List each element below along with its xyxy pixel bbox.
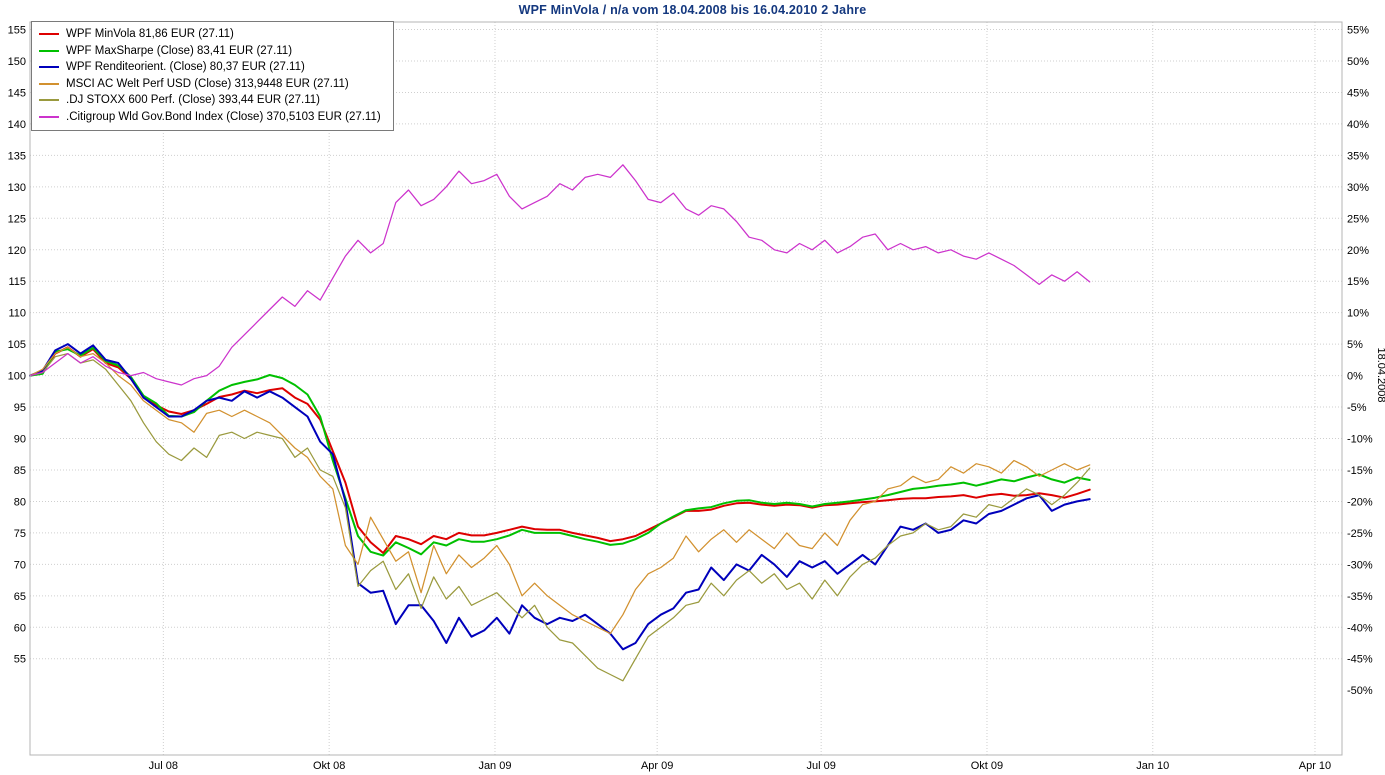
legend-label: .DJ STOXX 600 Perf. (Close) 393,44 EUR (…: [66, 94, 320, 107]
svg-text:75: 75: [14, 528, 26, 540]
legend-line-sample: [39, 115, 59, 118]
legend-label: MSCI AC Welt Perf USD (Close) 313,9448 E…: [66, 77, 349, 90]
svg-text:95: 95: [14, 402, 26, 414]
svg-text:30%: 30%: [1347, 182, 1369, 194]
svg-text:110: 110: [8, 308, 26, 320]
svg-text:Jul 09: Jul 09: [806, 760, 835, 772]
svg-text:40%: 40%: [1347, 119, 1369, 131]
right-axis-reference-date: 18.04.2008: [1375, 347, 1385, 402]
legend-line-sample: [39, 33, 59, 36]
svg-text:65: 65: [14, 591, 26, 603]
svg-text:25%: 25%: [1347, 213, 1369, 225]
legend-line-sample: [39, 82, 59, 85]
legend-line-sample: [39, 49, 59, 52]
legend-item: MSCI AC Welt Perf USD (Close) 313,9448 E…: [39, 76, 381, 93]
svg-text:Apr 09: Apr 09: [641, 760, 673, 772]
legend-label: WPF MaxSharpe (Close) 83,41 EUR (27.11): [66, 44, 293, 57]
svg-text:-15%: -15%: [1347, 465, 1373, 477]
legend-line-sample: [39, 99, 59, 102]
svg-text:-10%: -10%: [1347, 434, 1373, 446]
svg-text:5%: 5%: [1347, 339, 1363, 351]
svg-text:Okt 09: Okt 09: [971, 760, 1003, 772]
svg-text:-25%: -25%: [1347, 528, 1373, 540]
svg-text:90: 90: [14, 434, 26, 446]
svg-text:145: 145: [8, 87, 26, 99]
y-axis-right-labels: -50% -45% -40% -35% -30% -25% -20% -15% -10% -5% 0…: [1347, 25, 1373, 698]
series-line-WPF-Renditeorient: [29, 343, 1091, 651]
svg-text:115: 115: [8, 276, 26, 288]
svg-text:60: 60: [14, 622, 26, 634]
svg-text:100: 100: [8, 371, 26, 383]
legend-label: WPF MinVola 81,86 EUR (27.11): [66, 28, 234, 41]
svg-text:45%: 45%: [1347, 87, 1369, 99]
svg-text:-30%: -30%: [1347, 559, 1373, 571]
svg-text:140: 140: [8, 119, 26, 131]
legend-item: WPF Renditeorient. (Close) 80,37 EUR (27…: [39, 59, 381, 76]
svg-text:-40%: -40%: [1347, 622, 1373, 634]
series-line-WPF-MaxSharpe: [29, 346, 1091, 557]
svg-text:150: 150: [8, 56, 26, 68]
plot-border: [29, 21, 1343, 756]
series-line-WPF-MinVola: [29, 346, 1091, 554]
svg-text:125: 125: [8, 213, 26, 225]
legend-item: .Citigroup Wld Gov.Bond Index (Close) 37…: [39, 109, 381, 126]
svg-text:-35%: -35%: [1347, 591, 1373, 603]
legend-item: WPF MaxSharpe (Close) 83,41 EUR (27.11): [39, 43, 381, 60]
svg-text:Jul 08: Jul 08: [149, 760, 178, 772]
svg-text:70: 70: [14, 559, 26, 571]
svg-text:-45%: -45%: [1347, 654, 1373, 666]
svg-text:Jan 09: Jan 09: [478, 760, 511, 772]
svg-text:155: 155: [8, 25, 26, 37]
series-line-Citigroup-Wld-Gov-Bond: [29, 164, 1091, 386]
legend-line-sample: [39, 66, 59, 69]
gridlines: [30, 22, 1342, 755]
series-lines: [29, 164, 1091, 682]
svg-text:20%: 20%: [1347, 245, 1369, 257]
svg-text:-50%: -50%: [1347, 685, 1373, 697]
legend-box: WPF MinVola 81,86 EUR (27.11) WPF MaxShar…: [31, 21, 394, 131]
svg-text:Okt 08: Okt 08: [313, 760, 345, 772]
svg-text:50%: 50%: [1347, 56, 1369, 68]
svg-text:120: 120: [8, 245, 26, 257]
svg-text:85: 85: [14, 465, 26, 477]
legend-item: WPF MinVola 81,86 EUR (27.11): [39, 26, 381, 43]
svg-text:135: 135: [8, 150, 26, 162]
x-axis-labels: Jul 08 Okt 08 Jan 09 Apr 09 Jul 09 Okt 09 Jan …: [149, 760, 1331, 772]
legend-label: .Citigroup Wld Gov.Bond Index (Close) 37…: [66, 110, 381, 123]
svg-text:105: 105: [8, 339, 26, 351]
series-line-DJ-STOXX-600: [29, 352, 1091, 682]
chart-title: WPF MinVola / n/a vom 18.04.2008 bis 16.…: [518, 3, 867, 17]
svg-text:-20%: -20%: [1347, 496, 1373, 508]
svg-text:55: 55: [14, 654, 26, 666]
svg-text:80: 80: [14, 496, 26, 508]
svg-text:Jan 10: Jan 10: [1136, 760, 1169, 772]
svg-text:0%: 0%: [1347, 371, 1363, 383]
svg-text:35%: 35%: [1347, 150, 1369, 162]
svg-text:-5%: -5%: [1347, 402, 1367, 414]
svg-text:130: 130: [8, 182, 26, 194]
svg-text:15%: 15%: [1347, 276, 1369, 288]
legend-label: WPF Renditeorient. (Close) 80,37 EUR (27…: [66, 61, 305, 74]
svg-text:Apr 10: Apr 10: [1299, 760, 1331, 772]
y-axis-left-labels: 55 60 65 70 75 80 85 90 95 100 105 110 115 120 125 130 1…: [8, 25, 26, 666]
svg-text:10%: 10%: [1347, 308, 1369, 320]
svg-text:55%: 55%: [1347, 25, 1369, 37]
series-line-MSCI-AC-Welt: [29, 346, 1091, 635]
legend-item: .DJ STOXX 600 Perf. (Close) 393,44 EUR (…: [39, 92, 381, 109]
